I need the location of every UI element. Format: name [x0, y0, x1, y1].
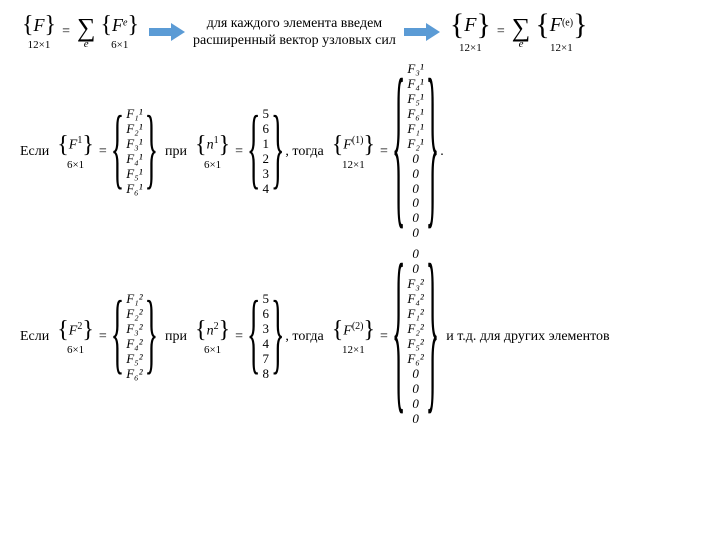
- far-lhs-F: { F } 12×1: [448, 10, 493, 54]
- ex1-R-label: { F(1) } 12×1: [330, 133, 377, 171]
- vec-cell: F₄²: [126, 337, 142, 352]
- sigma1-sub: e: [84, 39, 89, 50]
- ex2-R-label: { F(2) } 12×1: [330, 318, 377, 356]
- vec-cell: F₄¹: [126, 152, 142, 167]
- vec-cell: 0: [412, 382, 419, 397]
- far-lhs-dim: 12×1: [459, 42, 482, 54]
- sigma1: ∑ e: [77, 15, 96, 50]
- ex1-then: , тогда: [285, 144, 323, 160]
- vec-cell: 5: [262, 292, 269, 307]
- ex2-n-dim: 6×1: [204, 344, 221, 356]
- vec-cell: F₅¹: [126, 167, 142, 182]
- eq1: =: [62, 24, 70, 40]
- vec-cell: F₆¹: [407, 107, 423, 122]
- vec-cell: 0: [412, 167, 419, 182]
- lhs-F: { F } 12×1: [20, 13, 58, 51]
- vec-cell: F₂²: [126, 307, 142, 322]
- ex2-F-vec: { F₁²F₂²F₃²F₄²F₅²F₆² }: [110, 292, 159, 382]
- ex1-R-dim: 12×1: [342, 159, 365, 171]
- ex2-F-dim: 6×1: [67, 344, 84, 356]
- vec-cell: F₅²: [126, 352, 142, 367]
- vec-cell: 8: [262, 367, 269, 382]
- vec-cell: 0: [412, 152, 419, 167]
- vec-cell: F₂²: [407, 322, 423, 337]
- vec-cell: F₅²: [407, 337, 423, 352]
- far-rhs: { F(e) } 12×1: [533, 10, 589, 54]
- ex1-n-label: { n1 } 6×1: [193, 133, 232, 171]
- vec-cell: F₁²: [126, 292, 142, 307]
- vec-cell: F₃²: [126, 322, 142, 337]
- ex2-n-vec: { 563478 }: [246, 292, 285, 382]
- vec-cell: F₃¹: [407, 62, 423, 77]
- sigma2: ∑ e: [512, 15, 531, 50]
- vec-cell: 0: [412, 412, 419, 427]
- far-rhs-dim: 12×1: [550, 42, 573, 54]
- vec-cell: 0: [412, 211, 419, 226]
- ex1-n-dim: 6×1: [204, 159, 221, 171]
- vec-cell: 7: [262, 352, 269, 367]
- vec-cell: F₆²: [407, 352, 423, 367]
- ex2-tail: и т.д. для других элементов: [446, 329, 609, 345]
- eq2: =: [497, 24, 505, 40]
- vec-cell: 0: [412, 397, 419, 412]
- vec-cell: 0: [412, 226, 419, 241]
- ex1-mid: при: [165, 144, 187, 160]
- vec-cell: 3: [262, 167, 269, 182]
- vec-cell: F₄²: [407, 292, 423, 307]
- arrow-icon-2: [404, 23, 440, 41]
- vec-cell: 6: [262, 122, 269, 137]
- vec-cell: F₃¹: [126, 137, 142, 152]
- vec-cell: F₁²: [407, 307, 423, 322]
- ex1-F-vec: { F₁¹F₂¹F₃¹F₄¹F₅¹F₆¹ }: [110, 107, 159, 197]
- vec-cell: F₃²: [407, 277, 423, 292]
- ex2-mid: при: [165, 329, 187, 345]
- vec-cell: 6: [262, 307, 269, 322]
- caption-l1: для каждого элемента введем: [207, 16, 382, 31]
- vec-cell: 0: [412, 247, 419, 262]
- rhs-Fe-dim: 6×1: [111, 39, 128, 51]
- vec-cell: F₁¹: [407, 122, 423, 137]
- ex1-R-vec: { F₃¹F₄¹F₅¹F₆¹F₁¹F₂¹000000 }: [391, 62, 440, 241]
- vec-cell: 0: [412, 196, 419, 211]
- ex2-F-label: { F2 } 6×1: [55, 318, 96, 356]
- vec-cell: F₅¹: [407, 92, 423, 107]
- vec-cell: 1: [262, 137, 269, 152]
- vec-cell: 5: [262, 107, 269, 122]
- rhs-Fe: { Fe } 6×1: [99, 13, 142, 51]
- ex1-prefix: Если: [20, 144, 49, 160]
- caption-l2: расширенный вектор узловых сил: [193, 33, 396, 48]
- vec-cell: F₆¹: [126, 182, 142, 197]
- vec-cell: F₁¹: [126, 107, 142, 122]
- arrow-icon: [149, 23, 185, 41]
- example-2: Если { F2 } 6×1 = { F₁²F₂²F₃²F₄²F₅²F₆² }…: [20, 247, 700, 426]
- lhs-F-dim: 12×1: [28, 39, 51, 51]
- ex2-then: , тогда: [285, 329, 323, 345]
- ex2-prefix: Если: [20, 329, 49, 345]
- vec-cell: F₄¹: [407, 77, 423, 92]
- ex2-n-label: { n2 } 6×1: [193, 318, 232, 356]
- ex2-R-dim: 12×1: [342, 344, 365, 356]
- ex1-n-vec: { 561234 }: [246, 107, 285, 197]
- vec-cell: 3: [262, 322, 269, 337]
- far-rhs-sup: (e): [562, 17, 573, 28]
- vec-cell: F₂¹: [126, 122, 142, 137]
- vec-cell: 0: [412, 367, 419, 382]
- ex1-F-dim: 6×1: [67, 159, 84, 171]
- vec-cell: F₆²: [126, 367, 142, 382]
- vec-cell: 2: [262, 152, 269, 167]
- vec-cell: 4: [262, 337, 269, 352]
- ex1-F-label: { F1 } 6×1: [55, 133, 96, 171]
- vec-cell: 4: [262, 182, 269, 197]
- sigma2-sub: e: [519, 39, 524, 50]
- vec-cell: 0: [412, 262, 419, 277]
- top-equation-row: { F } 12×1 = ∑ e { Fe } 6×1 для каждого …: [20, 10, 700, 54]
- ex1-tail: .: [440, 144, 444, 160]
- vec-cell: F₂¹: [407, 137, 423, 152]
- caption: для каждого элемента введем расширенный …: [193, 15, 396, 50]
- example-1: Если { F1 } 6×1 = { F₁¹F₂¹F₃¹F₄¹F₅¹F₆¹ }…: [20, 62, 700, 241]
- vec-cell: 0: [412, 182, 419, 197]
- ex2-R-vec: { 00F₃²F₄²F₁²F₂²F₅²F₆²0000 }: [391, 247, 440, 426]
